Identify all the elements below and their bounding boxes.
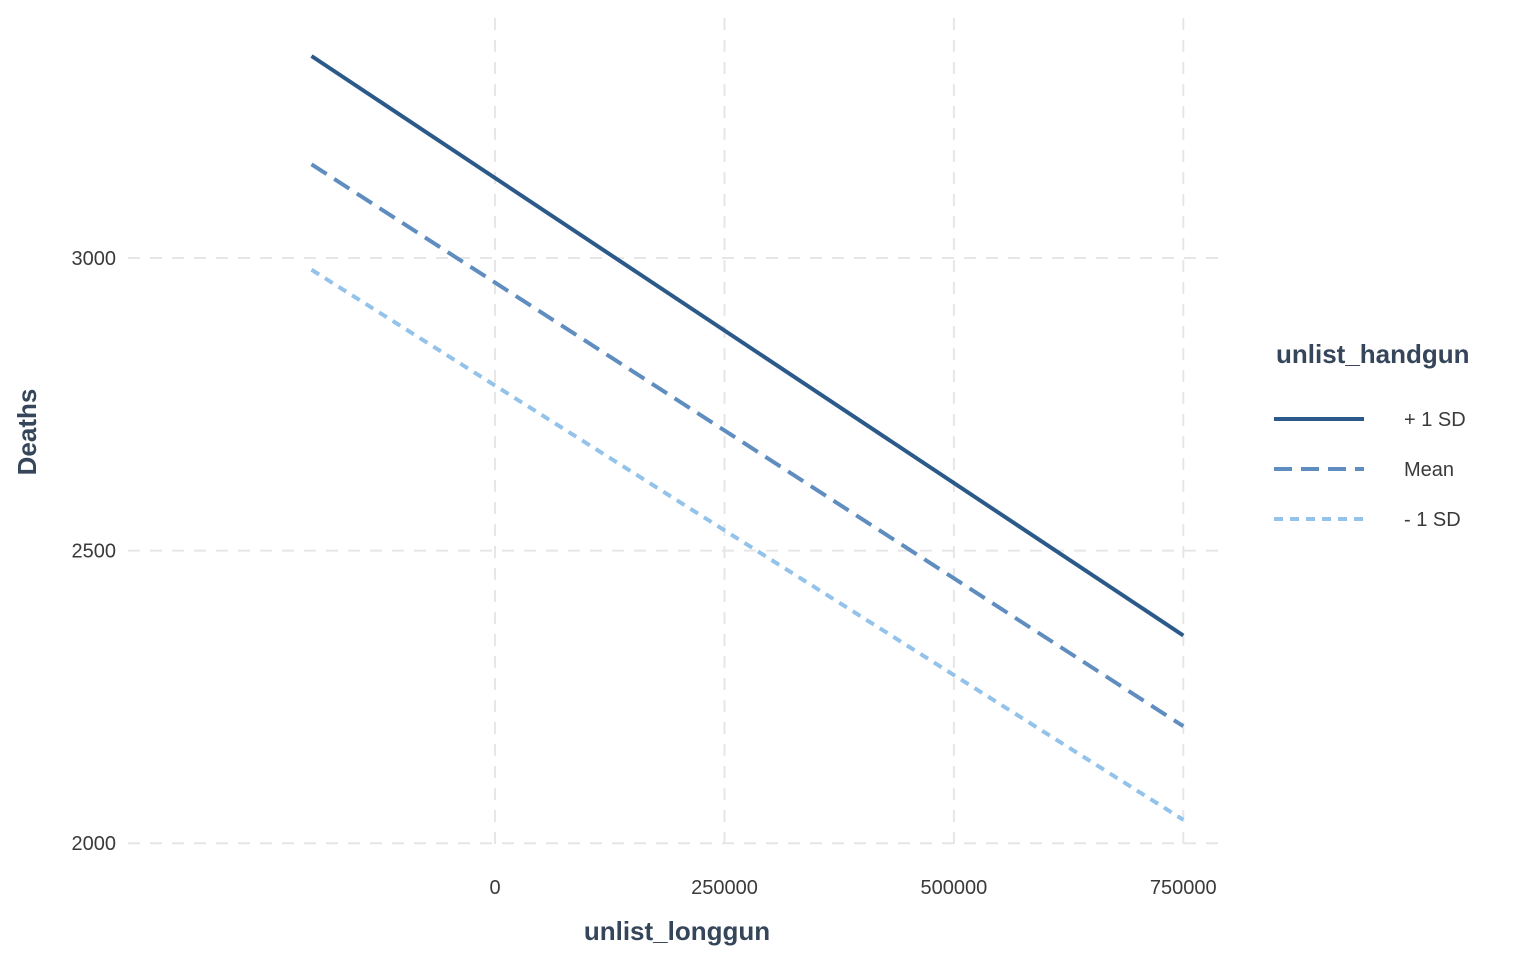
tick-labels: 0 250000 500000 750000 2000 2500 3000 bbox=[72, 248, 1217, 899]
series-line-2 bbox=[310, 268, 1185, 822]
legend-label-2: - 1 SD bbox=[1404, 509, 1461, 531]
x-tick-label: 500000 bbox=[921, 877, 988, 899]
y-axis-title: Deaths bbox=[12, 389, 42, 476]
legend-label-0: + 1 SD bbox=[1404, 409, 1466, 431]
legend: unlist_handgun + 1 SD Mean - 1 SD bbox=[1274, 339, 1470, 531]
y-tick-label: 2500 bbox=[72, 541, 117, 563]
y-tick-label: 2000 bbox=[72, 833, 117, 855]
series-line-1 bbox=[310, 162, 1185, 728]
x-tick-label: 250000 bbox=[691, 877, 758, 899]
x-tick-label: 0 bbox=[489, 877, 500, 899]
legend-label-1: Mean bbox=[1404, 459, 1454, 481]
legend-title: unlist_handgun bbox=[1276, 339, 1470, 369]
y-tick-label: 3000 bbox=[72, 248, 117, 270]
x-tick-label: 750000 bbox=[1150, 877, 1217, 899]
x-axis-title: unlist_longgun bbox=[584, 916, 770, 946]
grid bbox=[128, 18, 1220, 852]
series-line-0 bbox=[310, 54, 1185, 638]
series-lines bbox=[310, 54, 1185, 822]
